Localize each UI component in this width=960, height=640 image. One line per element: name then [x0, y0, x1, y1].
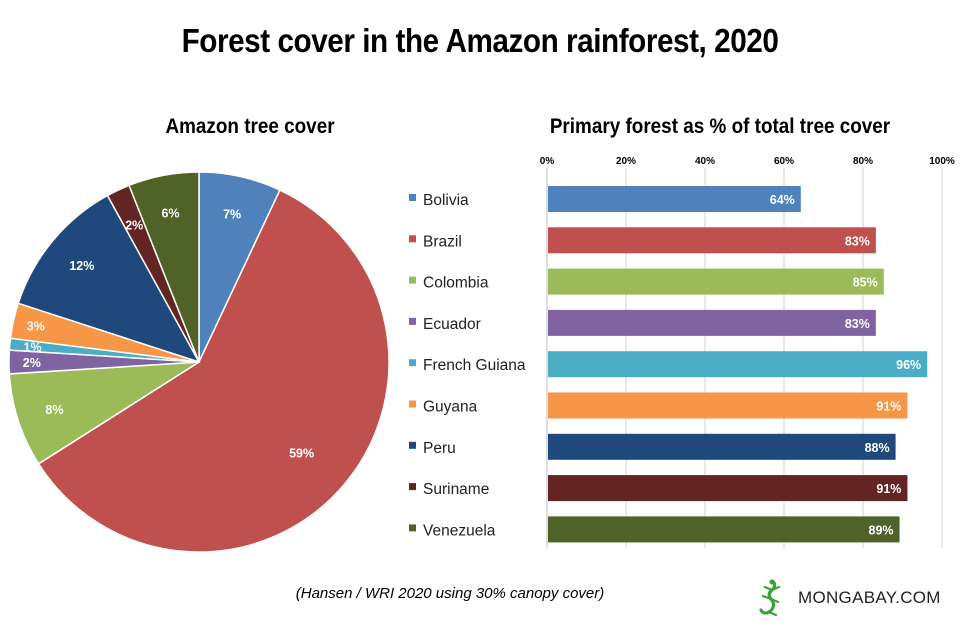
legend-label-venezuela: Venezuela — [423, 522, 496, 539]
legend-swatch-bolivia — [409, 194, 416, 201]
legend-swatch-guyana — [409, 400, 416, 408]
legend-label-suriname: Suriname — [423, 481, 489, 498]
pie-label-peru: 12% — [69, 259, 94, 273]
x-tick-label: 100% — [929, 156, 955, 167]
bar-value-venezuela: 89% — [869, 523, 894, 537]
bar-value-peru: 88% — [865, 441, 890, 455]
bar-peru — [548, 433, 896, 460]
pie-label-ecuador: 2% — [23, 356, 41, 370]
pie-label-venezuela: 6% — [161, 207, 179, 221]
bar-brazil — [548, 227, 876, 254]
pie-chart-title: Amazon tree cover — [165, 115, 335, 138]
bar-suriname — [548, 475, 908, 502]
legend-label-colombia: Colombia — [423, 275, 489, 292]
pie-slice-peru — [17, 194, 201, 364]
chart-main-title: Forest cover in the Amazon rainforest, 2… — [181, 22, 779, 59]
pie-label-bolivia: 7% — [223, 208, 241, 222]
pie-label-suriname: 2% — [125, 218, 143, 232]
bar-colombia — [548, 268, 884, 295]
source-note: (Hansen / WRI 2020 using 30% canopy cove… — [295, 585, 605, 602]
bar-value-bolivia: 64% — [770, 193, 795, 207]
pie-label-guyana: 3% — [27, 320, 45, 334]
bar-value-guyana: 91% — [876, 400, 901, 414]
legend-label-french-guiana: French Guiana — [423, 357, 526, 374]
legend-swatch-suriname — [409, 483, 416, 491]
legend-swatch-colombia — [409, 276, 416, 284]
legend-swatch-french-guiana — [409, 359, 416, 367]
gecko-icon — [759, 579, 781, 617]
x-tick-label: 80% — [853, 156, 873, 167]
x-tick-label: 60% — [774, 156, 794, 167]
brand-name: MONGABAY.COM — [798, 588, 941, 607]
pie-slice-venezuela — [128, 171, 200, 363]
legend-label-ecuador: Ecuador — [423, 316, 481, 333]
legend-label-brazil: Brazil — [423, 233, 462, 250]
brand-logo: MONGABAY.COM — [752, 578, 941, 618]
bar-venezuela — [548, 516, 900, 543]
x-tick-label: 40% — [695, 156, 715, 167]
pie-label-colombia: 8% — [45, 403, 63, 417]
bar-value-french-guiana: 96% — [896, 358, 921, 372]
legend-label-guyana: Guyana — [423, 399, 478, 416]
pie-chart: 7% 59% 8% 2% 1% 3% 12% 2% 6% — [8, 171, 390, 553]
bar-value-ecuador: 83% — [845, 317, 870, 331]
legend-label-peru: Peru — [423, 440, 456, 457]
x-tick-label: 20% — [616, 156, 636, 167]
legend-swatch-venezuela — [409, 524, 416, 532]
bar-chart-title: Primary forest as % of total tree cover — [549, 115, 891, 138]
bar-ecuador — [548, 309, 876, 336]
bar-value-brazil: 83% — [845, 234, 870, 248]
pie-label-french-guiana: 1% — [24, 340, 42, 354]
pie-label-brazil: 59% — [289, 446, 314, 460]
legend-swatch-peru — [409, 441, 416, 449]
bar-value-colombia: 85% — [853, 276, 878, 290]
legend-swatch-ecuador — [409, 317, 416, 325]
legend-label-bolivia: Bolivia — [423, 192, 469, 209]
pie-slice-colombia — [8, 361, 200, 465]
bar-bolivia — [548, 186, 801, 212]
bar-chart: 0% 20% 40% 60% 80% 100% Bolivia 64% Brazil 83% Col… — [409, 156, 955, 548]
bar-guyana — [548, 392, 908, 419]
legend-swatch-brazil — [409, 235, 416, 243]
bar-value-suriname: 91% — [876, 482, 901, 496]
pie-slice-brazil — [37, 189, 390, 553]
bar-french-guiana — [548, 351, 928, 378]
x-tick-label: 0% — [540, 156, 555, 167]
